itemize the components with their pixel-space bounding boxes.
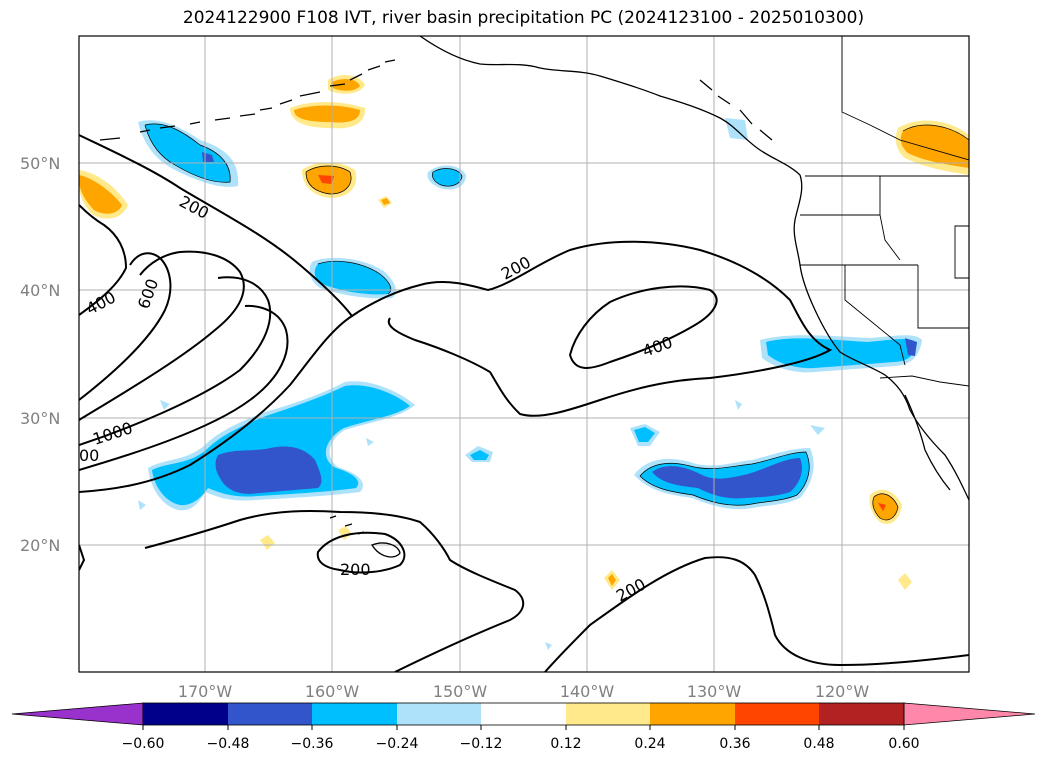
shade-blue <box>152 385 410 506</box>
contour-200-southeast <box>544 556 969 672</box>
colorbar-segment <box>397 703 481 725</box>
colorbar-segment <box>143 703 228 725</box>
colorbar-tick-label: −0.36 <box>291 736 334 752</box>
contour-400-west <box>79 204 128 316</box>
contour-200-central <box>351 240 833 417</box>
contour-600 <box>79 250 245 421</box>
colorbar-segment <box>650 703 735 725</box>
alaska-coast <box>419 36 801 176</box>
shade-red-orange <box>318 175 334 184</box>
contour-200-west <box>79 134 354 493</box>
shade-blue <box>634 427 655 442</box>
contour-label: 00 <box>79 446 99 465</box>
contour-label: 200 <box>340 560 371 579</box>
shade-blue <box>432 168 462 187</box>
shade-blue <box>145 123 231 183</box>
lon-label: 150°W <box>433 682 488 701</box>
contour-400-central <box>568 285 718 369</box>
colorbar-frame <box>142 702 905 726</box>
lat-label: 20°N <box>20 536 60 555</box>
colorbar-tick-label: 0.48 <box>803 736 834 752</box>
colorbar-tick-label: −0.48 <box>207 736 250 752</box>
contour-600-outer <box>79 252 172 401</box>
shade-outlines <box>144 123 969 521</box>
colorbar-segment <box>566 703 650 725</box>
coastlines <box>99 36 969 558</box>
shade-light-blue <box>735 400 742 410</box>
borders <box>800 36 969 387</box>
id-border <box>879 176 901 261</box>
colorbar-tick-label: 0.60 <box>888 736 919 752</box>
shade-light-blue <box>138 500 146 510</box>
colorbar-segment <box>481 703 566 725</box>
shade-light-blue <box>545 642 552 650</box>
colorbar-tick-label: 0.36 <box>719 736 750 752</box>
ut-border <box>954 225 969 279</box>
colorbar: −0.60 −0.48 −0.36 −0.24 −0.12 0.12 0.24 … <box>11 702 1036 752</box>
lon-label: 170°W <box>178 682 233 701</box>
shade-orange <box>79 175 122 214</box>
lat-label: 40°N <box>20 281 60 300</box>
lat-label: 30°N <box>20 409 60 428</box>
contour-200-south <box>144 509 525 672</box>
shade-dark-blue <box>905 338 917 356</box>
lon-label: 140°W <box>560 682 615 701</box>
contour-1000 <box>79 304 289 471</box>
shade-orange <box>608 574 616 586</box>
shade-light-yellow <box>260 535 275 550</box>
west-coast <box>793 174 969 501</box>
shade-orange <box>332 78 360 91</box>
colorbar-tick-labels: −0.60 −0.48 −0.36 −0.24 −0.12 0.12 0.24 … <box>122 736 920 752</box>
colorbar-tick-label: −0.60 <box>122 736 165 752</box>
shade-blue <box>470 450 489 460</box>
colorbar-tick-label: −0.12 <box>460 736 503 752</box>
shade-orange <box>381 198 390 205</box>
colorbar-segment <box>819 703 904 725</box>
lon-label: 160°W <box>305 682 360 701</box>
shade-light-yellow <box>898 573 912 590</box>
alaska-canada-border <box>841 36 969 161</box>
colorbar-tick-label: 0.24 <box>634 736 665 752</box>
aleutian-chain <box>99 59 396 141</box>
colorbar-ticks <box>142 725 905 730</box>
map-frame <box>78 35 970 673</box>
contour-edge <box>79 544 86 571</box>
shade-light-blue <box>810 425 825 435</box>
shade-orange <box>900 125 969 168</box>
baja-coast <box>904 394 951 491</box>
lon-label: 130°W <box>687 682 742 701</box>
colorbar-segment <box>735 703 819 725</box>
colorbar-segment <box>228 703 312 725</box>
contour-200-hawaii <box>316 531 406 574</box>
latitude-labels: 50°N 40°N 30°N 20°N <box>20 154 60 555</box>
colorbar-right-extend <box>903 702 1036 726</box>
shade-light-yellow <box>338 526 352 540</box>
shade-dark-blue <box>652 458 802 499</box>
hawaii-big <box>371 542 401 558</box>
shade-red-orange <box>878 503 886 511</box>
colorbar-tick-label: −0.24 <box>376 736 419 752</box>
colorbar-left-extend <box>11 702 144 726</box>
ivt-contours <box>79 134 969 672</box>
shade-light-blue <box>160 400 170 410</box>
lon-label: 120°W <box>815 682 870 701</box>
colorbar-tick-label: 0.12 <box>550 736 581 752</box>
shade-orange <box>872 493 898 520</box>
contour-800 <box>79 276 272 446</box>
lat-label: 50°N <box>20 154 60 173</box>
map-title: 2024122900 F108 IVT, river basin precipi… <box>182 8 865 28</box>
ca-nv-diag <box>844 265 906 366</box>
us-mexico-border <box>879 375 969 387</box>
shade-light-blue <box>366 438 374 446</box>
bc-islands <box>699 79 773 141</box>
shade-orange <box>294 105 360 123</box>
shade-dark-blue <box>215 446 322 494</box>
gridlines <box>79 36 969 672</box>
colorbar-segment <box>312 703 397 725</box>
nv-border <box>917 265 969 329</box>
longitude-labels: 170°W 160°W 150°W 140°W 130°W 120°W <box>178 682 870 701</box>
